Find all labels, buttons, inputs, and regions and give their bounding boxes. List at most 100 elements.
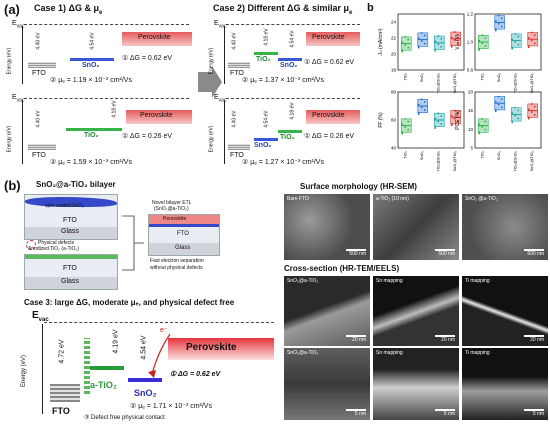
micrograph: SnO₂@a-TiO₂ 5 nm [284,348,370,420]
micrograph: SnO₂@a-TiO₂ 20 nm [284,276,370,346]
micrograph: Ti mapping 20 nm [462,276,548,346]
sno2-bar [254,138,278,141]
data-point [423,34,426,37]
data-point [530,103,533,105]
data-point [437,112,440,115]
data-point [484,120,487,123]
tio2-label: TiO₂ [280,134,295,141]
bilayer-schematic: SnO₂@a-TiO₂ bilayer spin-coated SnO₂ FTO… [10,180,280,298]
data-point [423,109,426,111]
data-point [417,111,420,114]
micrograph: Sn mapping 5 nm [373,348,459,420]
perovskite-block [122,32,192,46]
sno2-coating [25,197,117,207]
fto-label: FTO [177,231,189,237]
data-point [401,49,404,52]
scale-bar [524,249,544,251]
scale-bar [435,409,455,411]
boxplot-2: FF (%) 80 60 40 TiO₂ SnO₂ TiO₂@SnO₂ SnO₂@TiO₂ [378,90,465,171]
evac-line [226,24,360,25]
case2-top-diagram: Evac Energy (eV) FTO 4.40 eV TiO₂ 4.18 e… [208,18,362,88]
data-point [420,106,423,109]
y-axis-label: FF (%) [378,112,384,128]
data-point [530,111,533,113]
perovskite-label: Perovskite [140,112,173,119]
tio2-label: TiO₂ [256,56,271,63]
data-point [527,46,530,49]
atio2-coating [25,255,117,259]
data-point [450,36,453,39]
glass-layer [25,227,117,239]
fto-bar [50,384,80,402]
tio2-bar [278,130,302,133]
mu-label: ② μₑ = 1.27 × 10⁻³ cm²/Vs [242,159,324,166]
sem-row: Bare FTO 500 nm a-TiO₂ (10 nm) 500 nm SnO₂ @… [284,194,548,260]
data-point [440,45,443,48]
category-label: SnO₂@TiO₂ [530,150,534,171]
perovskite-block [168,338,274,360]
data-point [401,131,404,134]
data-point [517,43,520,46]
category-label: SnO₂@TiO₂ [530,72,534,93]
sno2-label: SnO₂ [82,62,100,69]
data-point [417,103,420,106]
y-tick-label: 80 [391,90,397,95]
panel-a: (a) Case 1) ΔG & μe Case 2) Different ΔG… [0,0,550,175]
boxplot-1: Vₒₖ (V) 1.2 1.0 0.8 TiO₂ SnO₂ TiO₂@SnO₂ SnO₂@Ti… [455,12,542,93]
data-point [401,50,404,53]
scale-bar [346,335,366,337]
perovskite-label: Perovskite [138,34,171,41]
data-point [527,45,530,47]
evac-label: Evac [12,94,25,104]
data-point [434,127,437,129]
data-point [417,46,420,49]
data-point [478,39,481,42]
category-label: TiO₂ [480,150,484,158]
tem-row-2: SnO₂@a-TiO₂ 5 nm Sn mapping 5 nm Ti mapping 5… [284,348,548,420]
case3-title: Case 3: large ΔG, moderate μₑ, and physi… [24,298,235,307]
data-point [456,41,459,44]
micrograph-caption: Bare FTO [287,196,309,202]
fto-bar [28,62,56,68]
category-label: SnO₂@TiO₂ [453,150,457,171]
dg-label: ① ΔG = 0.26 eV [122,133,173,140]
data-point [450,123,453,125]
sem-title: Surface morphology (HR-SEM) [300,182,417,191]
glass-label: Glass [61,228,79,235]
tem-title: Cross-section (HR-TEM/EELS) [284,264,400,273]
scale-bar [524,409,544,411]
y-tick-label: 20 [391,52,397,57]
case1-top-diagram: Evac Energy (eV) FTO 4.40 eV SnO₂ 4.54 e… [6,18,195,88]
boxplots: Jₛₗ (mA/cm²) 24 22 20 18 TiO₂ SnO₂ TiO₂@SnO₂ SnO… [378,12,542,171]
fto-label: FTO [230,70,244,77]
data-point [434,125,437,128]
data-point [500,106,503,109]
data-point [437,35,440,37]
mu-label: ② μₑ = 1.59 × 10⁻³ cm²/Vs [50,159,132,166]
tio2-bar [254,52,278,55]
category-label: SnO₂ [420,150,424,160]
evac-line [226,98,360,99]
data-point [456,120,459,123]
data-point [533,34,536,37]
category-label: TiO₂ [403,72,407,80]
data-point [453,109,456,112]
fto-label: FTO [63,217,77,224]
perovskite-block [126,110,192,124]
data-point [437,43,440,46]
data-point [530,31,533,34]
scale-label: 20 nm [352,337,366,343]
micrograph: Sn mapping 20 nm [373,276,459,346]
evac-label: Evac [214,20,227,30]
data-point [417,45,420,48]
data-point [517,35,520,38]
scale-bar [435,335,455,337]
data-point [453,117,456,120]
data-point [478,131,481,134]
data-point [484,37,487,39]
case1-title: Case 1) ΔG & μe [34,3,103,16]
scale-label: 20 nm [441,337,455,343]
data-point [420,98,423,101]
micrograph: Ti mapping 5 nm [462,348,548,420]
data-point [527,36,530,39]
